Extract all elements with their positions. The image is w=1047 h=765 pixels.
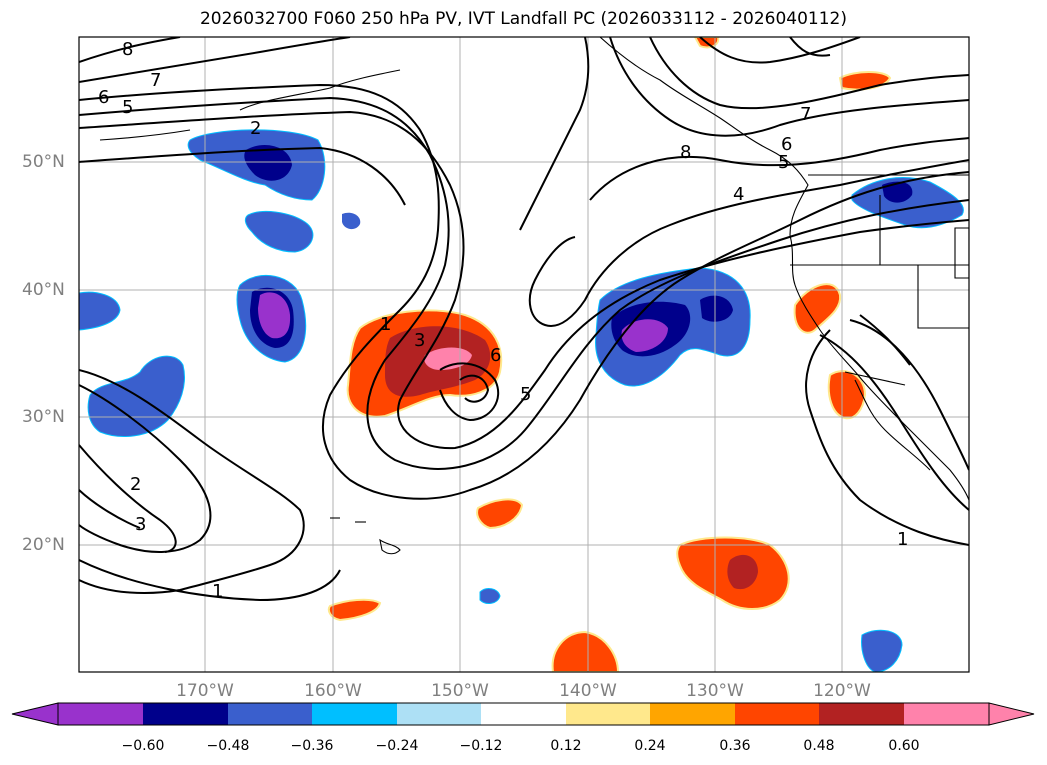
contour-label: 6 [781,134,792,155]
contour-label: 7 [150,70,161,91]
negative-anomaly-shading [79,129,964,672]
lon-label: 150°W [431,681,489,701]
colorbar-segment [735,703,819,725]
ivt-contours [79,37,969,602]
colorbar [11,702,1035,726]
colorbar-segment [566,703,650,725]
graticule [79,37,969,672]
colorbar-segment [143,703,228,725]
contour-label: 8 [122,39,133,60]
contour-label: 5 [778,152,789,173]
contour-label: 7 [800,104,811,125]
colorbar-segment [312,703,397,725]
colorbar-segment [819,703,904,725]
colorbar-tick-label: −0.48 [206,738,250,754]
contour-label: 6 [490,345,501,366]
lat-label: 20°N [22,535,65,555]
colorbar-segment [58,703,143,725]
contour-label: 1 [897,529,908,550]
map-frame [78,36,970,673]
contour-label: 5 [122,97,133,118]
colorbar-tick-label: 0.48 [803,738,835,754]
contour-label: 1 [380,314,391,335]
lon-label: 140°W [559,681,617,701]
colorbar-tick-label: 0.24 [634,738,666,754]
colorbar-high-extension [988,702,1035,726]
contour-labels: 8 7 6 5 2 1 3 6 5 2 3 1 8 7 6 5 4 1 [98,39,908,602]
colorbar-tick-label: −0.12 [459,738,503,754]
colorbar-tick-label: −0.24 [375,738,419,754]
contour-label: 5 [520,384,531,405]
colorbar-tick-label: 0.12 [550,738,582,754]
contour-label: 6 [98,87,109,108]
colorbar-segment [228,703,312,725]
lon-label: 130°W [686,681,744,701]
contour-label: 8 [680,142,691,163]
lat-label: 30°N [22,407,65,427]
colorbar-tick-label: −0.60 [121,738,165,754]
lat-label: 50°N [22,152,65,172]
colorbar-tick-label: −0.36 [290,738,334,754]
colorbar-segment [904,703,989,725]
colorbar-tick-label: 0.36 [719,738,751,754]
positive-anomaly-shading [327,37,892,672]
colorbar-outline [57,702,990,726]
contour-label: 1 [212,581,223,602]
contour-label: 3 [414,330,425,351]
lat-label: 40°N [22,280,65,300]
colorbar-tick-label: 0.60 [888,738,920,754]
map-background [79,37,969,672]
colorbar-segment [481,703,566,725]
colorbar-segment [397,703,481,725]
lon-label: 120°W [813,681,871,701]
colorbar-segment [650,703,735,725]
contour-label: 2 [250,118,261,139]
contour-label: 2 [130,474,141,495]
colorbar-low-extension [11,702,59,726]
lon-label: 170°W [176,681,234,701]
map-title: 2026032700 F060 250 hPa PV, IVT Landfall… [199,9,847,29]
contour-label: 3 [135,514,146,535]
contour-label: 4 [733,184,744,205]
lon-label: 160°W [304,681,362,701]
